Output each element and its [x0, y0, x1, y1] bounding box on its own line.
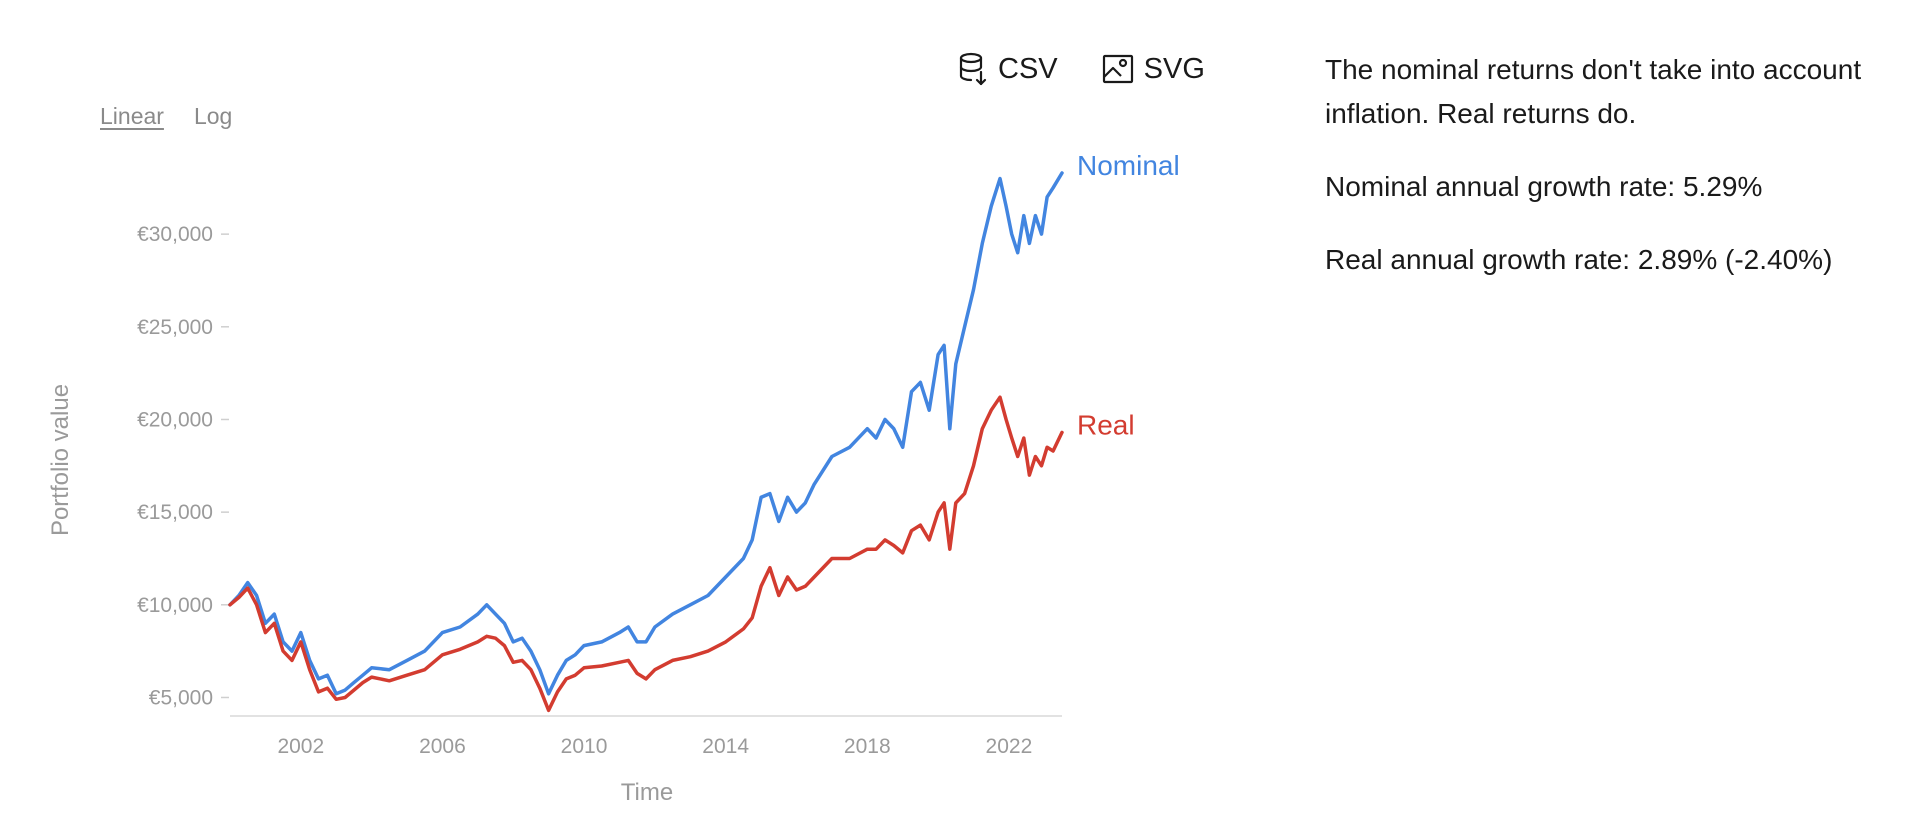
- log-scale-button[interactable]: Log: [193, 103, 233, 129]
- database-download-icon: [958, 52, 988, 86]
- series-lines: [228, 171, 1064, 713]
- y-tick-label: €15,000: [137, 501, 213, 524]
- x-tick-label: 2022: [986, 735, 1033, 758]
- x-tick-label: 2014: [702, 735, 749, 758]
- returns-description: The nominal returns don't take into acco…: [1325, 54, 1862, 129]
- series-label-nominal: Nominal: [1077, 150, 1180, 181]
- nominal-growth-rate: Nominal annual growth rate: 5.29%: [1325, 171, 1763, 202]
- download-svg-button[interactable]: SVG: [1102, 52, 1205, 86]
- y-axis: €5,000 €10,000 €15,000 €20,000 €25,000 €30,00…: [137, 223, 229, 709]
- y-tick-label: €25,000: [137, 316, 213, 339]
- y-tick-label: €30,000: [137, 223, 213, 246]
- series-label-real: Real: [1077, 409, 1135, 440]
- x-tick-label: 2006: [419, 735, 466, 758]
- series-line-nominal: [228, 171, 1064, 696]
- x-axis-title: Time: [621, 779, 673, 806]
- y-tick-label: €10,000: [137, 594, 213, 617]
- linear-scale-button[interactable]: Linear: [100, 103, 164, 129]
- download-svg-label: SVG: [1143, 52, 1205, 85]
- scale-toggle: Linear Log: [100, 103, 232, 130]
- download-csv-label: CSV: [998, 52, 1058, 85]
- x-tick-label: 2010: [561, 735, 608, 758]
- info-panel: The nominal returns don't take into acco…: [1325, 48, 1905, 311]
- image-icon: [1102, 53, 1134, 85]
- series-labels: Nominal Real: [1077, 150, 1180, 440]
- y-tick-label: €5,000: [149, 686, 213, 709]
- x-tick-label: 2002: [277, 735, 324, 758]
- line-chart: €5,000 €10,000 €15,000 €20,000 €25,000 €30,00…: [47, 150, 1180, 806]
- x-tick-label: 2018: [844, 735, 891, 758]
- real-growth-rate: Real annual growth rate: 2.89% (-2.40%): [1325, 244, 1833, 275]
- y-tick-label: €20,000: [137, 408, 213, 431]
- x-axis: 2002 2006 2010 2014 2018 2022: [277, 735, 1032, 758]
- series-line-real: [228, 395, 1064, 713]
- y-axis-title: Portfolio value: [47, 384, 74, 536]
- download-toolbar: CSV SVG: [958, 52, 1205, 86]
- download-csv-button[interactable]: CSV: [958, 52, 1058, 86]
